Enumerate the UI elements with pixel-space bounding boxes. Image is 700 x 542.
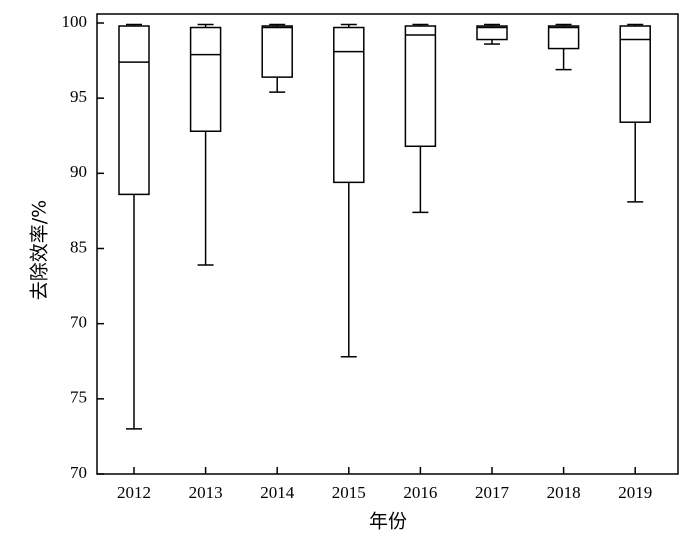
y-tick-label: 70 <box>70 313 87 332</box>
box <box>476 25 508 41</box>
y-tick-label: 100 <box>62 12 88 31</box>
y-tick-label: 75 <box>70 388 87 407</box>
x-tick-label: 2016 <box>403 483 437 502</box>
x-tick-label: 2013 <box>189 483 223 502</box>
x-tick-label: 2014 <box>260 483 295 502</box>
y-tick-label: 70 <box>70 463 87 482</box>
box <box>404 25 437 148</box>
box <box>261 25 293 78</box>
y-tick-label: 85 <box>70 237 87 256</box>
box <box>333 26 365 184</box>
x-axis-title: 年份 <box>369 511 407 533</box>
plot-frame <box>96 13 679 475</box>
x-tick-label: 2019 <box>618 483 652 502</box>
y-tick-label: 90 <box>70 162 87 181</box>
box <box>619 25 651 123</box>
y-tick-label: 95 <box>70 87 87 106</box>
box <box>118 25 150 196</box>
y-axis-title: 去除效率/% <box>29 200 51 300</box>
x-tick-label: 2012 <box>117 483 151 502</box>
x-tick-label: 2018 <box>547 483 581 502</box>
box <box>189 26 222 132</box>
box <box>547 25 580 50</box>
x-tick-label: 2017 <box>475 483 510 502</box>
x-tick-label: 2015 <box>332 483 366 502</box>
